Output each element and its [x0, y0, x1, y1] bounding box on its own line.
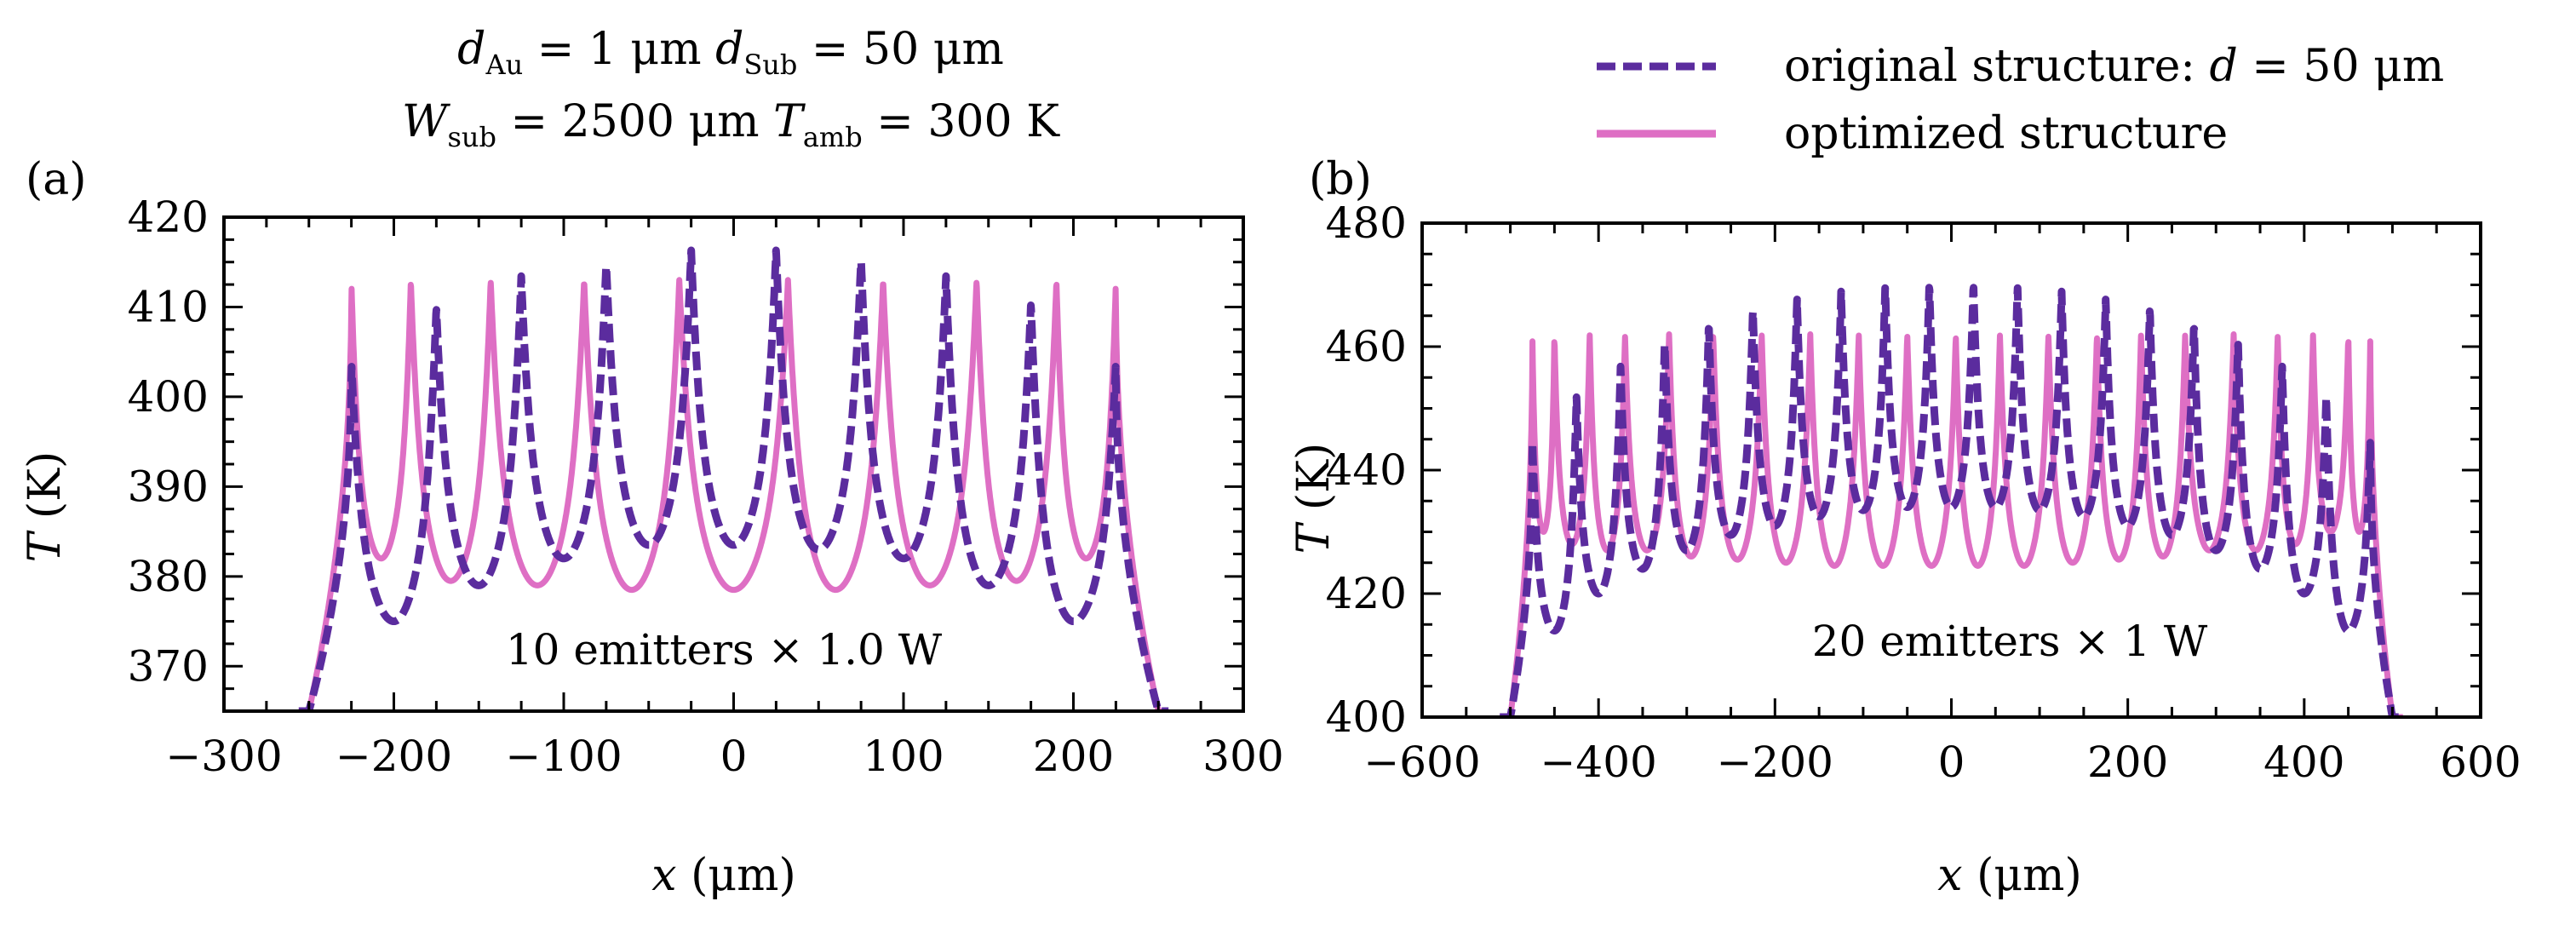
panel-a-annotation: 10 emitters × 1.0 W — [506, 625, 943, 675]
x-tick-label: −300 — [165, 732, 282, 781]
series-original-line — [295, 246, 1173, 711]
x-tick-label: 600 — [2440, 738, 2521, 787]
panel-a: (a) T (K) x (μm) 10 emitters × 1.0 W −30… — [20, 154, 1284, 901]
y-tick-label: 400 — [1326, 692, 1407, 742]
panel-b-annotation: 20 emitters × 1 W — [1812, 617, 2208, 666]
x-tick-label: −600 — [1363, 738, 1480, 787]
panel-b-xlabel: x (μm) — [1937, 850, 2082, 901]
legend-original-label: original structure: d = 50 μm — [1784, 41, 2444, 92]
params-line-2: Wsub = 2500 μm Tamb = 300 K — [402, 96, 1060, 153]
legend: original structure: d = 50 μm optimized … — [1597, 41, 2444, 159]
x-tick-label: 0 — [1938, 738, 1965, 787]
x-tick-label: 200 — [1033, 732, 1114, 781]
x-tick-label: 400 — [2263, 738, 2344, 787]
x-tick-label: 200 — [2087, 738, 2168, 787]
y-tick-label: 420 — [1326, 569, 1407, 618]
panel-a-ylabel: T (K) — [20, 451, 71, 563]
series-optimized-line — [295, 277, 1172, 711]
y-tick-label: 480 — [1326, 198, 1407, 248]
panel-b-label: (b) — [1309, 154, 1372, 205]
x-tick-label: 0 — [720, 732, 748, 781]
params-line-1: dAu = 1 μm dSub = 50 μm — [457, 24, 1004, 81]
panel-b: (b) T (K) x (μm) 20 emitters × 1 W −600 −… — [1288, 154, 2521, 901]
series-original-line — [1496, 284, 2407, 717]
y-tick-label: 420 — [128, 192, 209, 242]
y-tick-label: 440 — [1326, 445, 1407, 495]
y-tick-label: 400 — [128, 372, 209, 422]
panel-b-ylabel: T (K) — [1288, 443, 1340, 554]
legend-optimized-label: optimized structure — [1784, 108, 2228, 159]
x-tick-label: −200 — [336, 732, 452, 781]
panel-a-xlabel: x (μm) — [651, 850, 796, 901]
y-tick-label: 460 — [1326, 322, 1407, 371]
y-tick-label: 410 — [128, 282, 209, 331]
x-tick-label: 300 — [1202, 732, 1283, 781]
x-tick-label: −200 — [1717, 738, 1833, 787]
y-tick-label: 370 — [128, 641, 209, 691]
x-tick-label: 100 — [863, 732, 944, 781]
x-tick-label: −400 — [1540, 738, 1656, 787]
y-tick-label: 380 — [128, 552, 209, 601]
y-tick-label: 390 — [128, 462, 209, 511]
panel-a-label: (a) — [26, 154, 87, 205]
x-tick-label: −100 — [505, 732, 622, 781]
